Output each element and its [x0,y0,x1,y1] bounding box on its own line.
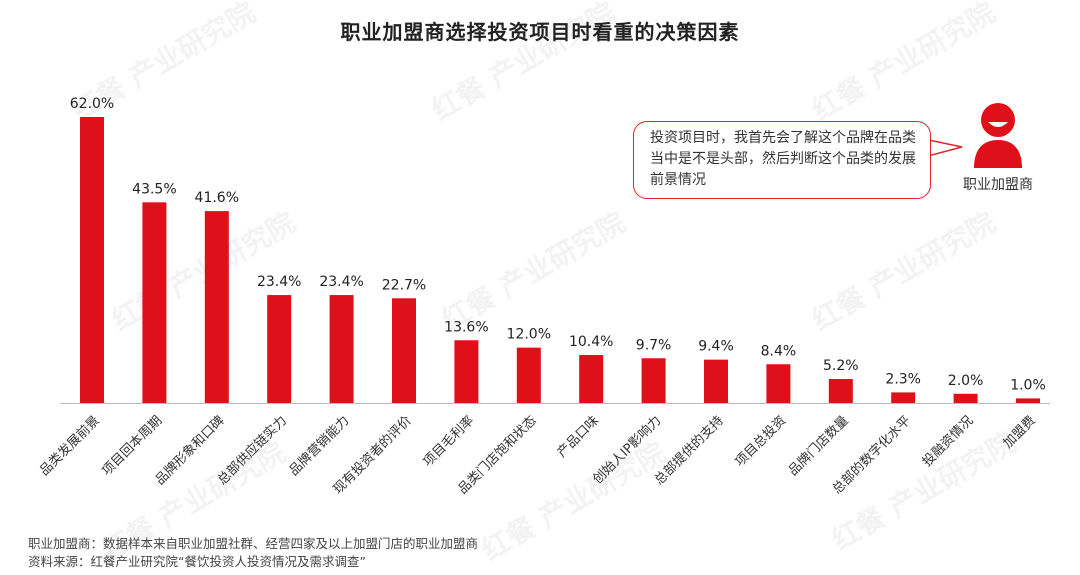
bar-value-label: 12.0% [507,327,551,343]
bar-value-label: 41.6% [195,190,239,206]
bar [891,392,916,403]
bar [704,359,728,403]
bar-value-label: 23.4% [319,274,363,290]
footnote-sample: 职业加盟商：数据样本来自职业加盟社群、经营四家及以上加盟门店的职业加盟商 [28,536,479,551]
category-tick-label: 加盟费 [1001,413,1039,451]
person-icon [974,103,1022,168]
person-label: 职业加盟商 [963,177,1033,193]
bar-value-label: 10.4% [569,334,613,350]
bar-value-label: 23.4% [257,274,301,290]
bar [142,202,167,403]
bar [392,298,416,403]
callout-text: 投资项目时，我首先会了解这个品牌在品类当中是不是头部，然后判断这个品类的发展前景… [650,130,916,188]
bar [579,355,604,403]
category-tick-label: 投融资情况 [919,413,976,470]
bar-value-label: 8.4% [761,343,797,359]
bar-value-label: 9.7% [636,337,672,353]
category-tick-label: 品牌营销能力 [286,413,352,479]
bar [953,393,978,403]
bar-value-label: 13.6% [444,319,488,335]
bar [1016,398,1040,403]
callout-bubble: 投资项目时，我首先会了解这个品牌在品类当中是不是头部，然后判断这个品类的发展前景… [633,121,931,199]
bar [329,295,354,403]
bar [766,364,791,403]
bar-value-label: 62.0% [70,96,114,112]
bar [516,347,541,403]
category-tick-label: 项目毛利率 [420,413,477,470]
bar-value-label: 43.5% [132,181,176,197]
bar-value-label: 9.4% [698,339,734,355]
bar [641,358,666,403]
category-tick-label: 产品口味 [555,413,602,460]
footnote-source: 资料来源：红餐产业研究院“餐饮投资人投资情况及需求调查” [28,554,366,569]
bar [828,379,853,403]
bar-value-label: 2.3% [885,371,921,387]
bar [80,117,104,403]
chart-title: 职业加盟商选择投资项目时看重的决策因素 [340,20,740,44]
bar [454,340,479,403]
bar-value-label: 22.7% [382,277,426,293]
callout-tail [924,138,963,158]
category-tick-label: 项目总投资 [732,413,789,470]
category-tick-label: 品牌门店数量 [785,413,851,479]
bar-value-label: 2.0% [948,373,984,389]
bar-value-label: 5.2% [823,358,859,374]
category-tick-label: 品类发展前景 [36,413,102,479]
bar [204,211,229,403]
category-tick-label: 项目回本周期 [99,413,165,479]
bar-value-label: 1.0% [1010,377,1046,393]
bar [267,295,292,403]
